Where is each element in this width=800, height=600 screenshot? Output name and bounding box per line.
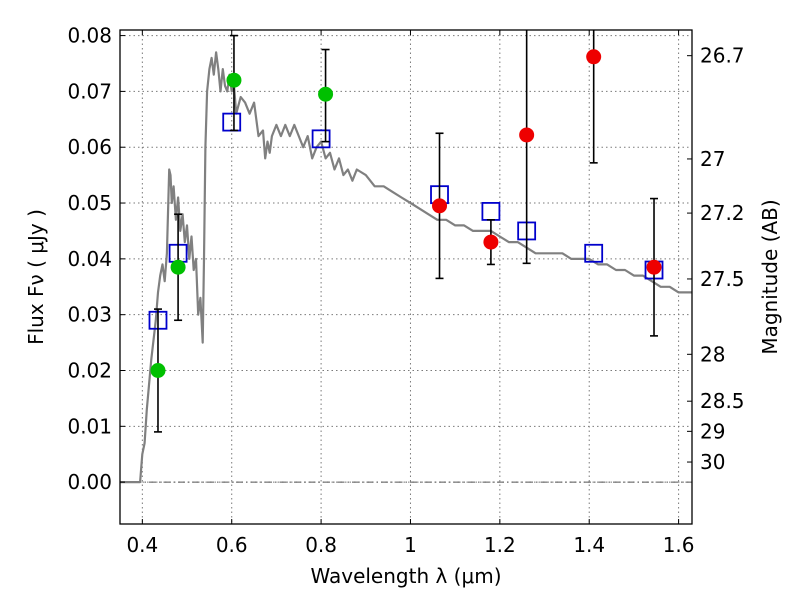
- y-tick-label: 0.06: [67, 135, 112, 159]
- y-tick-label: 0.02: [67, 358, 112, 382]
- green-data-point: [226, 72, 242, 88]
- x-tick-label: 0.4: [126, 533, 158, 557]
- green-data-point: [170, 259, 186, 275]
- plot-frame: [119, 29, 693, 525]
- y-tick-label: 0.01: [67, 414, 112, 438]
- model-photometry-square: [311, 129, 331, 149]
- magnitude-tick-label: 30: [700, 450, 725, 474]
- grid: [120, 30, 692, 524]
- magnitude-tick-label: 29: [700, 419, 725, 443]
- plot-area: [120, 30, 692, 484]
- red-data-point: [646, 259, 662, 275]
- magnitude-tick-label: 28.5: [700, 389, 745, 413]
- y-tick-label: 0.04: [67, 247, 112, 271]
- right-axis-label: Magnitude (AB): [758, 199, 782, 354]
- green-data-point: [318, 86, 334, 102]
- model-photometry-square: [584, 243, 604, 263]
- axis-ticks: 0.4 0.6 0.8 1 1.2 1.4 1.6 0.00 0.01 0.02 0.03 0.04 0…: [67, 24, 744, 557]
- magnitude-tick-label: 28: [700, 342, 725, 366]
- y-tick-label: 0.07: [67, 79, 112, 103]
- x-tick-label: 0.6: [216, 533, 248, 557]
- red-data-point: [519, 127, 535, 143]
- y-tick-label: 0.00: [67, 470, 112, 494]
- x-tick-label: 1.6: [663, 533, 695, 557]
- y-tick-label: 0.08: [67, 24, 112, 48]
- model-photometry-square: [481, 202, 501, 221]
- magnitude-tick-label: 27.5: [700, 267, 745, 291]
- y-tick-label: 0.03: [67, 303, 112, 327]
- red-data-point: [432, 198, 448, 214]
- green-data-point: [150, 362, 166, 378]
- y-tick-label: 0.05: [67, 191, 112, 215]
- magnitude-tick-label: 27.2: [700, 201, 745, 225]
- magnitude-tick-label: 27: [700, 147, 725, 171]
- x-tick-label: 1: [404, 533, 417, 557]
- red-data-point: [483, 234, 499, 250]
- x-tick-label: 1.2: [484, 533, 516, 557]
- x-tick-label: 0.8: [305, 533, 337, 557]
- x-axis-label: Wavelength λ (μm): [310, 564, 501, 588]
- y-axis-label: Flux Fν ( μJy ): [24, 209, 48, 345]
- magnitude-tick-label: 26.7: [700, 44, 745, 68]
- red-data-point: [586, 49, 602, 65]
- model-spectrum-line: [120, 51, 692, 484]
- x-tick-label: 1.4: [573, 533, 605, 557]
